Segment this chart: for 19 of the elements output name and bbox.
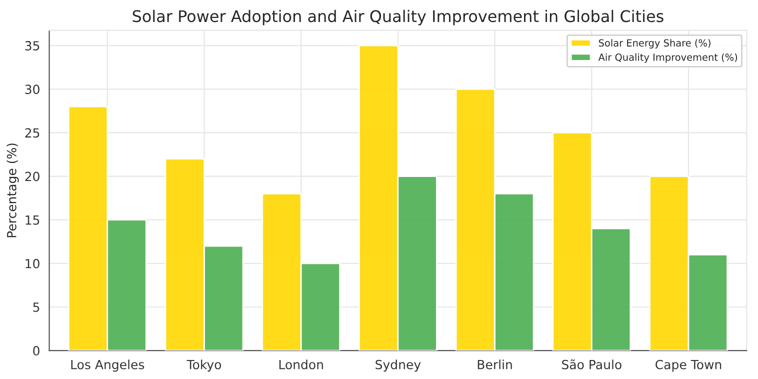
x-tick-label: London bbox=[279, 360, 323, 370]
legend-label: Air Quality Improvement (%) bbox=[598, 53, 738, 63]
y-tick-label: 15 bbox=[26, 215, 40, 225]
y-tick-label: 0 bbox=[33, 346, 40, 356]
x-tick-label: Cape Town bbox=[656, 360, 722, 372]
x-tick-label: Los Angeles bbox=[71, 360, 144, 372]
y-tick-label: 10 bbox=[26, 258, 40, 268]
y-axis-title: Percentage (%) bbox=[6, 144, 19, 238]
y-tick-label: 30 bbox=[25, 84, 40, 94]
x-tick-label: Sydney bbox=[376, 360, 421, 372]
chart-title: Solar Power Adoption and Air Quality Improvement in Global Cities bbox=[132, 10, 664, 26]
y-tick-label: 25 bbox=[25, 128, 40, 138]
x-tick-label: Berlin bbox=[478, 360, 512, 370]
y-tick-label: 5 bbox=[33, 302, 40, 312]
x-tick-label: Tokyo bbox=[186, 360, 222, 372]
legend-label: Solar Energy Share (%) bbox=[598, 39, 710, 48]
y-tick-label: 20 bbox=[25, 172, 40, 182]
y-tick-label: 35 bbox=[25, 41, 40, 50]
x-tick-label: São Paulo bbox=[562, 359, 622, 370]
